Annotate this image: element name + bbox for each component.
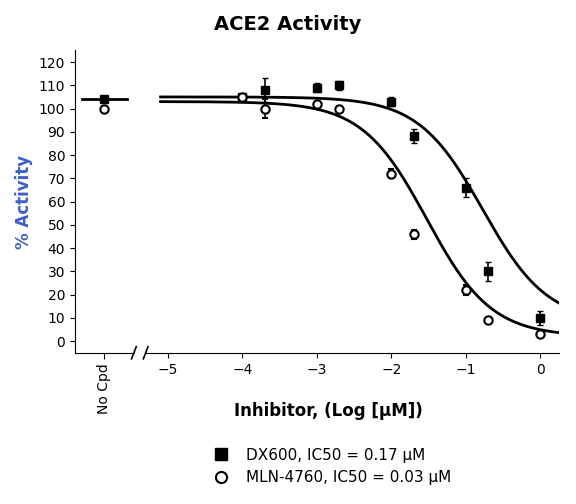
Y-axis label: % Activity: % Activity xyxy=(15,155,33,248)
Legend: DX600, IC50 = 0.17 μM, MLN-4760, IC50 = 0.03 μM: DX600, IC50 = 0.17 μM, MLN-4760, IC50 = … xyxy=(200,442,457,491)
Text: ACE2 Activity: ACE2 Activity xyxy=(214,15,362,34)
Text: Inhibitor, (Log [μM]): Inhibitor, (Log [μM]) xyxy=(234,402,423,420)
